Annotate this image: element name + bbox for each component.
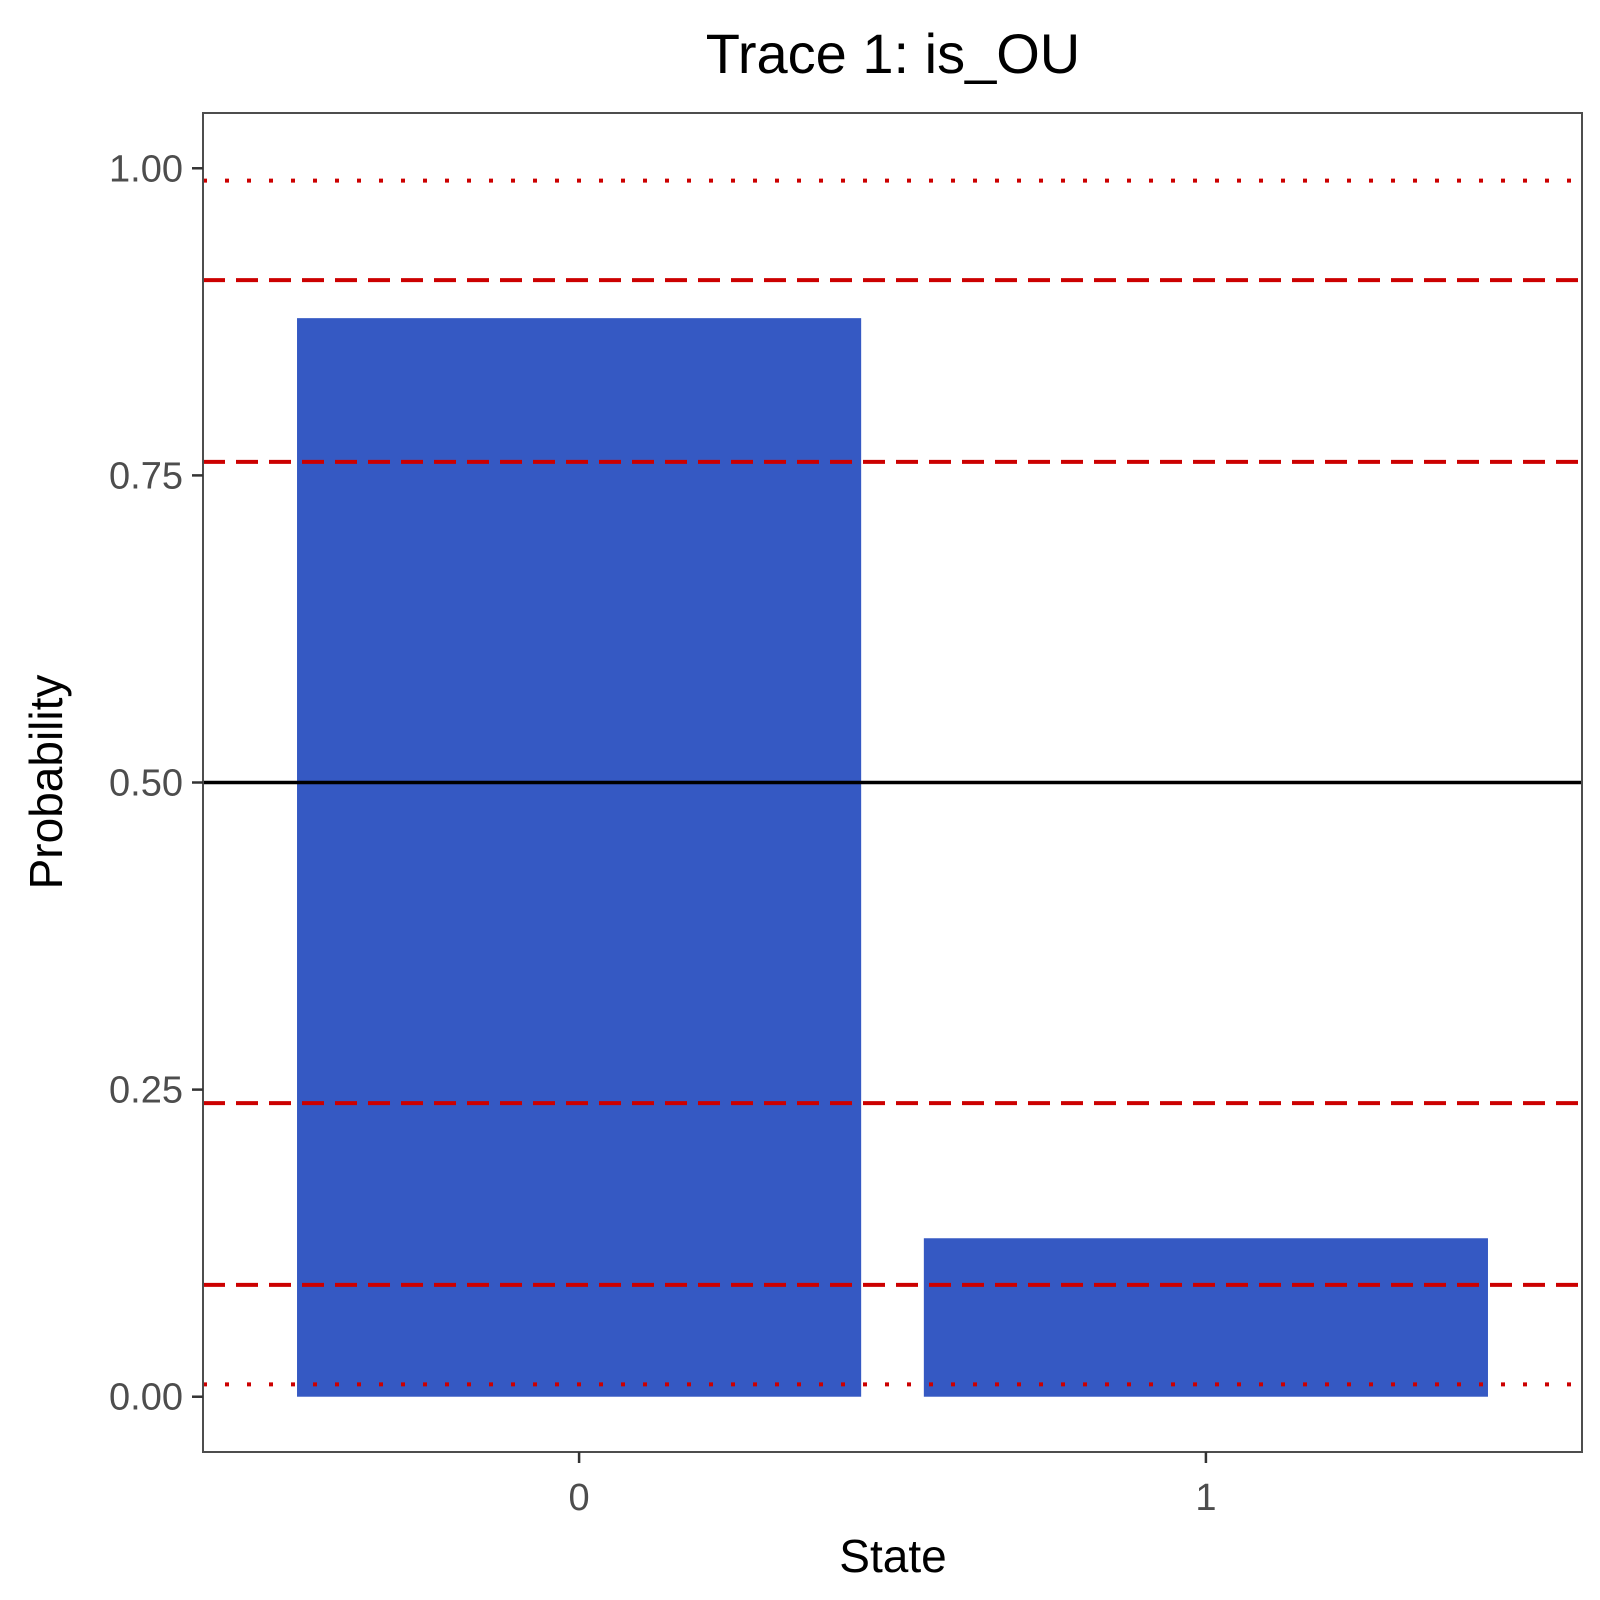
x-axis-title: State xyxy=(839,1530,946,1582)
x-tick-label: 1 xyxy=(1195,1477,1216,1519)
y-tick-label: 0.00 xyxy=(109,1377,183,1419)
bars-layer xyxy=(297,318,1488,1397)
chart-title: Trace 1: is_OU xyxy=(706,22,1080,85)
reference-lines-layer xyxy=(203,178,1582,1387)
y-tick-label: 0.75 xyxy=(109,455,183,497)
y-tick-label: 0.50 xyxy=(109,763,183,805)
y-axis: 0.00 0.25 0.50 0.75 1.00 xyxy=(109,148,203,1419)
y-axis-title: Probability xyxy=(20,675,72,890)
bar-state-1 xyxy=(923,1238,1488,1397)
y-tick-label: 0.25 xyxy=(109,1070,183,1112)
y-tick-label: 1.00 xyxy=(109,148,183,190)
bar-state-0 xyxy=(297,318,862,1397)
x-tick-label: 0 xyxy=(569,1477,590,1519)
